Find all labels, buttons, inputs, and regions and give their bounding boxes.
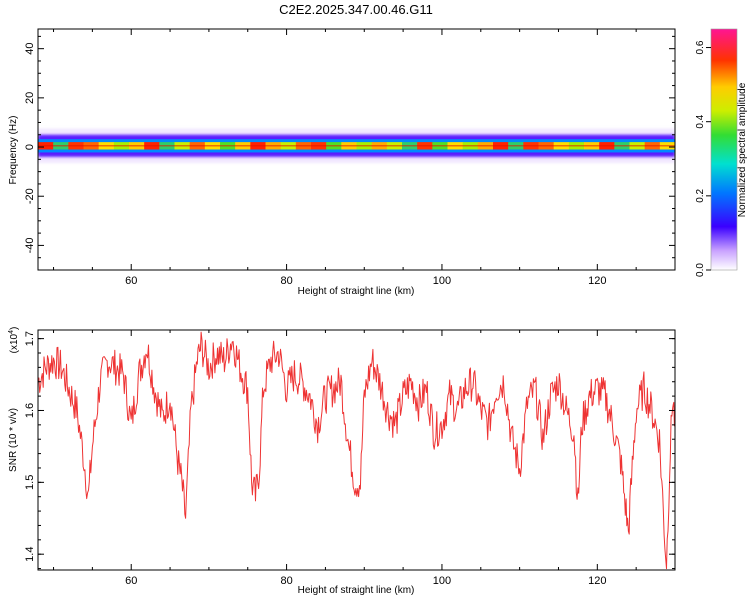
y-tick-label: -40 [24, 237, 36, 253]
band-core [38, 142, 675, 150]
spectrogram-ticks: 60 80 100 120 -40 -20 0 20 40 [24, 29, 676, 287]
spectrogram-ylabel: Frequency (Hz) [8, 116, 19, 185]
svg-text:(x104): (x104) [8, 327, 20, 354]
snr-frame [37, 329, 676, 571]
colorbar-gradient [711, 29, 737, 270]
x-tick-label: 100 [433, 275, 451, 287]
spectrogram-frame [37, 28, 676, 271]
x-tick-label: 60 [125, 575, 137, 587]
spectrogram-band [38, 128, 675, 164]
x-tick-label: 100 [433, 575, 451, 587]
colorbar-tick-label: 0.4 [695, 114, 706, 128]
x-tick-label: 80 [280, 275, 292, 287]
y-tick-label: 1.4 [24, 547, 36, 562]
x-tick-label: 60 [125, 275, 137, 287]
x-tick-label: 120 [588, 575, 606, 587]
scale-exponent: 4 [8, 330, 15, 334]
snr-ticks: 60 80 100 120 1.4 1.5 1.6 1.7 [24, 330, 676, 587]
spectrogram-panel: 60 80 100 120 -40 -20 0 20 40 Height of straight… [8, 28, 676, 297]
x-tick-label: 80 [280, 575, 292, 587]
snr-series-line [38, 331, 675, 570]
y-tick-label: -20 [24, 188, 36, 204]
snr-ylabel: SNR (10 * v/v) [8, 408, 19, 472]
snr-panel: 60 80 100 120 1.4 1.5 1.6 1.7 Height of straigh… [8, 327, 676, 596]
colorbar-ticks: 0.0 0.2 0.4 0.6 [695, 40, 711, 277]
spectrogram-xlabel: Height of straight line (km) [298, 286, 415, 297]
colorbar-label: Normalized spectral amplitude [737, 82, 748, 217]
y-tick-label: 1.5 [24, 475, 36, 490]
y-tick-label: 20 [24, 92, 36, 104]
figure-title: C2E2.2025.347.00.46.G11 [279, 2, 433, 17]
colorbar-tick-label: 0.6 [695, 40, 706, 54]
scale-prefix: (x10 [9, 333, 20, 353]
y-tick-label: 1.6 [24, 403, 36, 418]
colorbar-tick-label: 0.0 [695, 263, 706, 277]
y-tick-label: 1.7 [24, 331, 36, 346]
y-tick-label: 0 [24, 144, 36, 150]
snr-scale-label: (x104) [8, 327, 20, 354]
colorbar-frame [710, 28, 738, 271]
colorbar: 0.0 0.2 0.4 0.6 Normalized spectral amplitu… [695, 28, 748, 277]
y-tick-label: 40 [24, 43, 36, 55]
colorbar-tick-label: 0.2 [695, 188, 706, 202]
x-tick-label: 120 [588, 275, 606, 287]
snr-xlabel: Height of straight line (km) [298, 585, 415, 596]
